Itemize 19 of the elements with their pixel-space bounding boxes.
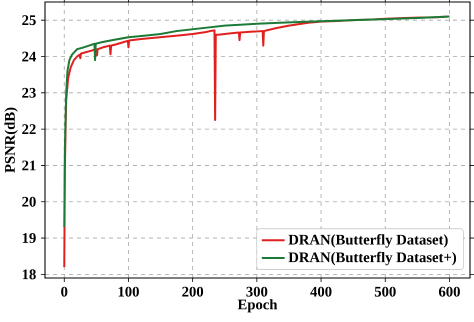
y-tick-label: 23 xyxy=(22,88,36,98)
legend-label: DRAN(Butterfly Dataset) xyxy=(288,234,448,248)
y-tick-label: 24 xyxy=(22,52,36,62)
y-axis-title: PSNR(dB) xyxy=(4,108,18,173)
x-tick-label: 500 xyxy=(374,286,396,297)
x-tick-label: 300 xyxy=(246,286,268,297)
y-tick-label: 22 xyxy=(22,124,36,134)
y-tick-label: 25 xyxy=(22,15,36,26)
y-tick-label: 20 xyxy=(22,196,36,207)
y-tick-label: 19 xyxy=(22,233,36,243)
x-axis-title: Epoch xyxy=(238,299,278,312)
x-tick-label: 100 xyxy=(118,286,139,297)
x-tick-label: 200 xyxy=(182,286,204,297)
x-tick-label: 0 xyxy=(61,286,68,297)
x-tick-label: 600 xyxy=(438,286,460,297)
legend-label: DRAN(Butterfly Dataset+) xyxy=(288,252,456,266)
y-tick-label: 21 xyxy=(22,160,36,170)
x-tick-label: 400 xyxy=(310,286,332,297)
y-tick-label: 18 xyxy=(22,269,36,280)
